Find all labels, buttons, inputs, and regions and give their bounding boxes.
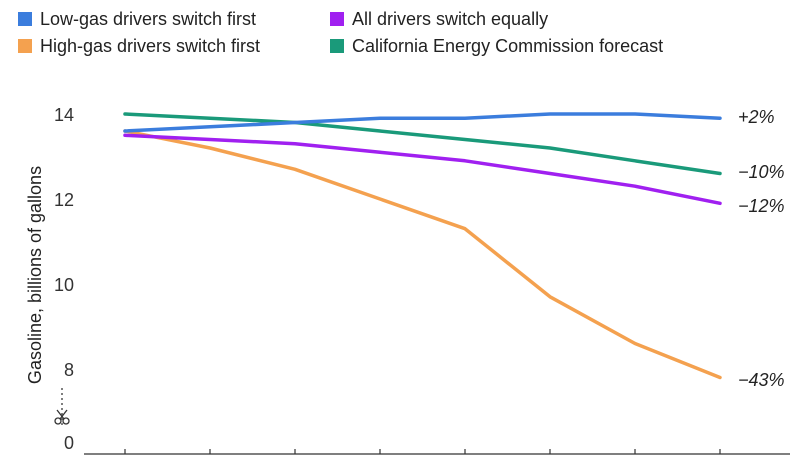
y-tick-labels: 14 12 10 8 0 [54,105,74,453]
y-tick-0: 0 [64,433,74,453]
y-axis-title: Gasoline, billions of gallons [25,166,45,384]
legend-swatch-high-gas [18,39,32,53]
end-label-high-gas: −43% [738,370,785,390]
y-tick-12: 12 [54,190,74,210]
axis-break-marker [54,388,70,428]
legend-swatch-low-gas [18,12,32,26]
end-labels: +2% −10% −12% −43% [738,107,785,390]
x-axis-ticks [124,449,721,454]
scissors-icon [54,409,70,425]
series-line-all-drivers [123,133,722,206]
y-tick-14: 14 [54,105,74,125]
legend-label-cec-forecast: California Energy Commission forecast [352,36,663,56]
legend-item-all-drivers: All drivers switch equally [330,9,548,29]
end-label-cec-forecast: −10% [738,162,785,182]
legend: Low-gas drivers switch first All drivers… [18,9,663,56]
legend-swatch-cec-forecast [330,39,344,53]
series-lines [123,112,722,380]
y-tick-8: 8 [64,360,74,380]
series-line-low-gas [123,112,722,133]
legend-label-all-drivers: All drivers switch equally [352,9,548,29]
series-line-high-gas [123,129,722,380]
end-label-all-drivers: −12% [738,196,785,216]
series-line-cec-forecast [123,112,722,176]
legend-item-high-gas: High-gas drivers switch first [18,36,260,56]
y-tick-10: 10 [54,275,74,295]
legend-item-cec-forecast: California Energy Commission forecast [330,36,663,56]
end-label-low-gas: +2% [738,107,775,127]
legend-item-low-gas: Low-gas drivers switch first [18,9,256,29]
legend-swatch-all-drivers [330,12,344,26]
legend-label-high-gas: High-gas drivers switch first [40,36,260,56]
legend-label-low-gas: Low-gas drivers switch first [40,9,256,29]
